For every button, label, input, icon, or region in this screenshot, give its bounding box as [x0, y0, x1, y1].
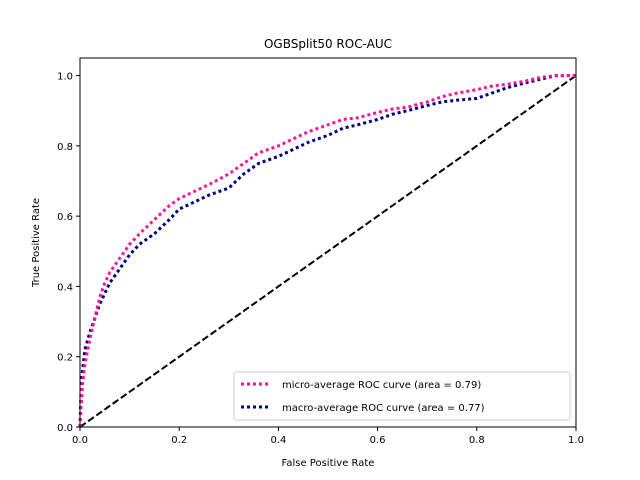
y-axis-label: True Positive Rate: [31, 198, 42, 288]
plot-lines: [78, 74, 577, 428]
legend-label-micro: micro-average ROC curve (area = 0.79): [282, 380, 481, 391]
y-tick-label: 0.4: [57, 282, 73, 293]
x-tick-label: 0.2: [171, 435, 187, 446]
x-tick-label: 1.0: [568, 435, 584, 446]
y-tick-label: 0.8: [57, 142, 73, 153]
plot-frame: [79, 57, 577, 428]
x-axis-ticks: 0.0 0.2 0.4 0.6 0.8 1.0: [72, 427, 584, 446]
legend-box: [233, 371, 571, 421]
chart-title: OGBSplit50 ROC-AUC: [264, 37, 392, 51]
macro-average-roc-line: [78, 74, 576, 428]
x-tick-label: 0.6: [370, 435, 386, 446]
x-axis-label: False Positive Rate: [282, 458, 375, 469]
x-tick-label: 0.4: [270, 435, 286, 446]
y-axis-ticks: 0.0 0.2 0.4 0.6 0.8 1.0: [57, 72, 80, 434]
legend: micro-average ROC curve (area = 0.79) ma…: [233, 371, 571, 421]
x-tick-label: 0.8: [469, 435, 485, 446]
y-tick-label: 0.6: [57, 212, 73, 223]
y-tick-label: 1.0: [57, 72, 73, 83]
legend-label-macro: macro-average ROC curve (area = 0.77): [282, 403, 485, 414]
y-tick-label: 0.2: [57, 353, 73, 364]
x-tick-label: 0.0: [72, 435, 88, 446]
y-tick-label: 0.0: [57, 423, 73, 434]
chance-diagonal-line: [79, 74, 577, 428]
